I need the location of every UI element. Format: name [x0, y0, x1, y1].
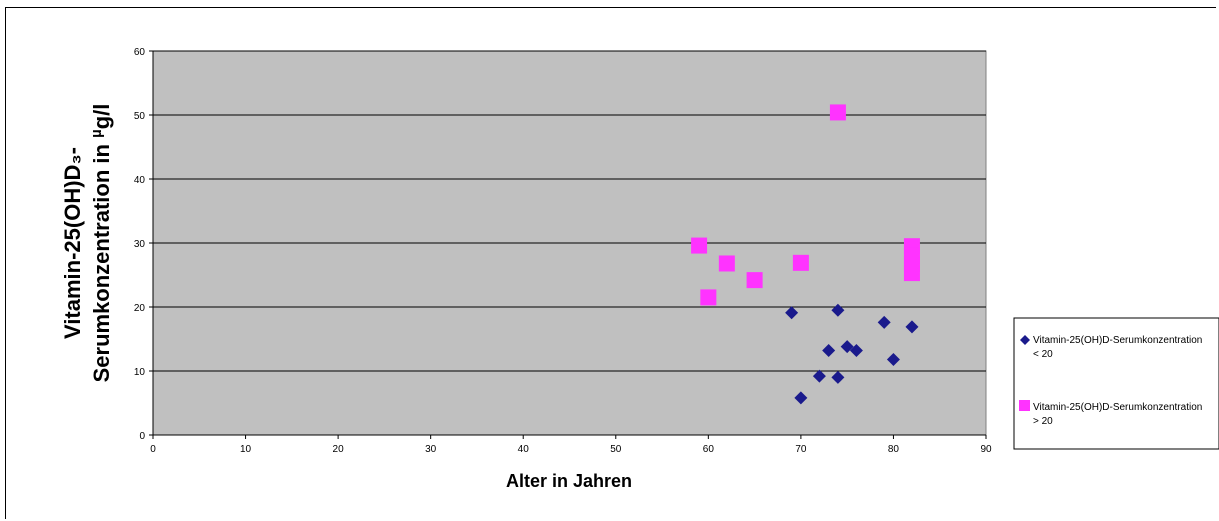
data-point-diamond: [794, 391, 808, 405]
y-axis-title-line1: Vitamin-25(OH)D₃-: [60, 147, 85, 339]
legend-label-series2-line1: Vitamin-25(OH)D-Serumkonzentration: [1033, 402, 1202, 413]
data-point-square: [746, 272, 763, 289]
x-tick-label: 70: [795, 444, 807, 455]
data-point-diamond: [822, 344, 836, 358]
data-point-square: [903, 265, 920, 282]
y-tick-label: 40: [134, 175, 146, 186]
y-tick-label: 50: [134, 111, 146, 122]
data-point-diamond: [785, 306, 799, 320]
x-axis-title: Alter in Jahren: [506, 471, 632, 491]
y-tick-label: 10: [134, 367, 146, 378]
data-point-diamond: [831, 303, 845, 317]
y-tick-label: 0: [139, 431, 145, 442]
x-tick-label: 90: [980, 444, 992, 455]
data-point-square: [700, 289, 717, 306]
x-tick-label: 10: [240, 444, 252, 455]
axes: [149, 50, 987, 439]
y-axis-title: Vitamin-25(OH)D₃- Serumkonzentration in …: [60, 104, 114, 383]
data-point-square: [829, 104, 846, 121]
y-axis-title-unit: g/l: [89, 104, 114, 130]
legend-label-series2-line2: > 20: [1033, 416, 1053, 427]
data-point-diamond: [877, 315, 891, 329]
grid-lines: [153, 50, 986, 372]
x-tick-label: 80: [888, 444, 900, 455]
legend: Vitamin-25(OH)D-Serumkonzentration < 20 …: [1013, 317, 1219, 450]
y-tick-label: 60: [134, 47, 146, 58]
y-tick-label: 20: [134, 303, 146, 314]
data-point-diamond: [849, 344, 863, 358]
legend-label-series1-line2: < 20: [1033, 349, 1053, 360]
data-point-diamond: [831, 370, 845, 384]
legend-label-series1-line1: Vitamin-25(OH)D-Serumkonzentration: [1033, 335, 1202, 346]
y-axis-title-prefix: Serumkonzentration in: [89, 138, 114, 382]
x-tick-label: 50: [610, 444, 622, 455]
data-points: [691, 104, 920, 405]
chart-frame: [5, 7, 1216, 519]
data-point-diamond: [905, 320, 919, 334]
y-tick-label: 30: [134, 239, 146, 250]
x-tick-label: 0: [150, 444, 156, 455]
x-tick-label: 30: [425, 444, 437, 455]
y-axis-title-line2: Serumkonzentration in µg/l: [88, 104, 114, 383]
data-point-square: [718, 255, 735, 272]
x-tick-label: 40: [518, 444, 530, 455]
data-point-square: [691, 237, 708, 254]
data-point-diamond: [886, 352, 900, 366]
legend-marker-square: [1019, 400, 1030, 411]
data-point-diamond: [812, 369, 826, 383]
data-point-diamond: [840, 340, 854, 354]
x-tick-label: 60: [703, 444, 715, 455]
data-point-square: [792, 254, 809, 271]
legend-marker-diamond: [1020, 335, 1030, 345]
legend-box: [1013, 317, 1219, 450]
y-axis-title-mu: µ: [88, 129, 105, 138]
x-tick-label: 20: [333, 444, 345, 455]
tick-labels: 0 10 20 30 40 50 60 0 10 20 30 40 50 60 70 80 90: [134, 47, 992, 455]
